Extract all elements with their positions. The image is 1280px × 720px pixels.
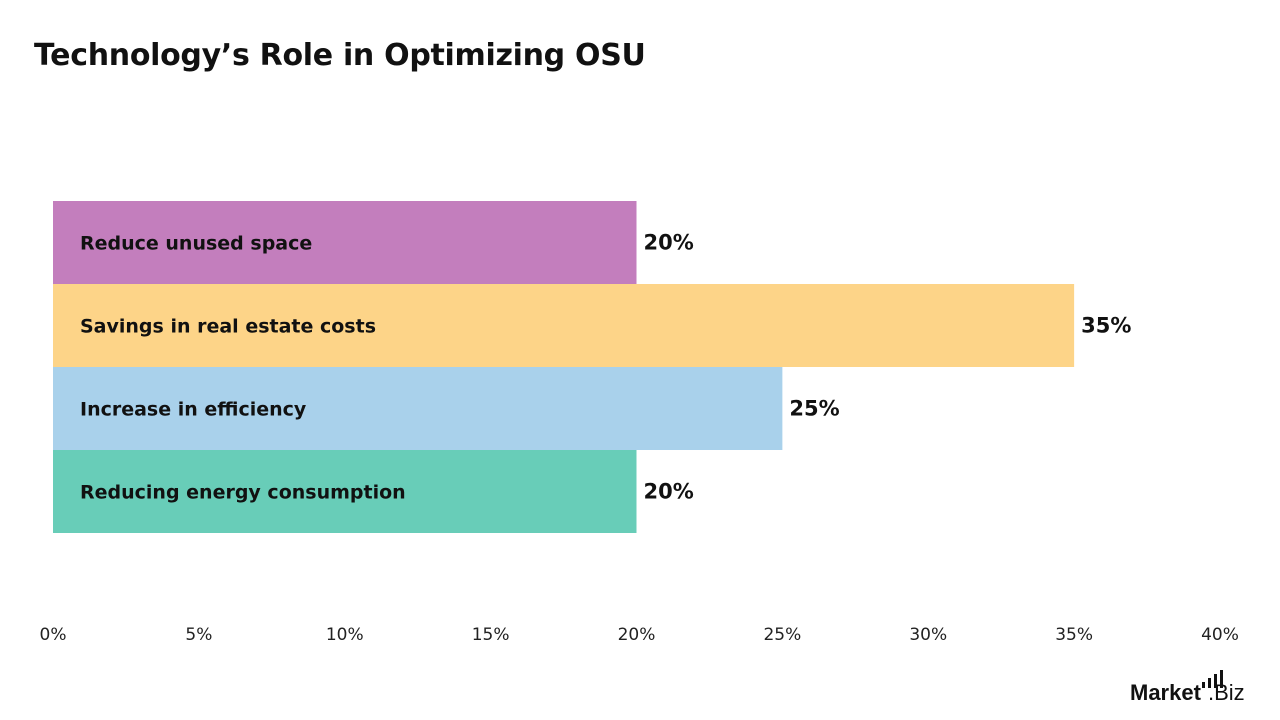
svg-text:.Biz: .Biz	[1208, 680, 1245, 705]
category-label: Savings in real estate costs	[80, 316, 376, 338]
x-tick-label: 5%	[185, 625, 212, 645]
category-label: Reducing energy consumption	[80, 482, 406, 504]
category-label: Increase in efficiency	[80, 399, 307, 421]
bar	[53, 367, 783, 450]
x-tick-label: 0%	[40, 625, 67, 645]
x-tick-label: 25%	[763, 625, 801, 645]
x-tick-label: 15%	[472, 625, 510, 645]
data-label: 20%	[644, 480, 694, 504]
data-label: 20%	[644, 231, 694, 255]
x-tick-label: 10%	[326, 625, 364, 645]
data-label: 25%	[789, 397, 839, 421]
x-tick-label: 30%	[909, 625, 947, 645]
category-label: Reduce unused space	[80, 233, 312, 255]
x-tick-label: 20%	[618, 625, 656, 645]
bar	[53, 284, 1075, 367]
marketbiz-logo: Market .Biz	[1130, 670, 1245, 705]
bar	[53, 450, 637, 533]
svg-text:Market: Market	[1130, 680, 1202, 705]
x-tick-label: 40%	[1201, 625, 1239, 645]
chart-title: Technology’s Role in Optimizing OSU	[34, 38, 646, 73]
x-tick-label: 35%	[1055, 625, 1093, 645]
data-label: 35%	[1081, 314, 1131, 338]
bar	[53, 201, 637, 284]
